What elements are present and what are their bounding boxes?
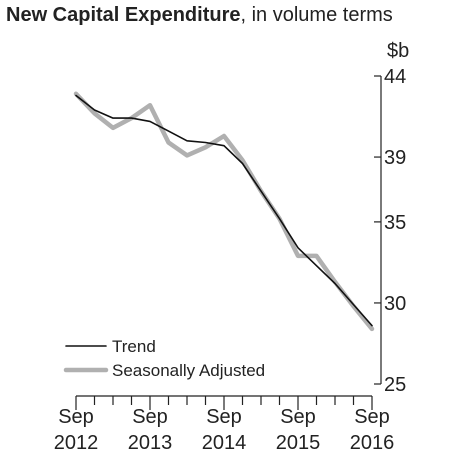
series-lines bbox=[73, 91, 375, 332]
x-tick-label-year: 2013 bbox=[128, 432, 173, 454]
chart-title: New Capital Expenditure, in volume terms bbox=[6, 4, 393, 27]
x-tick-label-month: Sep bbox=[206, 406, 242, 428]
x-tick-label-month: Sep bbox=[354, 406, 390, 428]
legend: Trend Seasonally Adjusted bbox=[63, 337, 265, 380]
y-tick-label: 25 bbox=[384, 374, 406, 396]
x-tick-label-month: Sep bbox=[58, 406, 94, 428]
y-tick-label: 39 bbox=[384, 147, 406, 169]
chart-title-bold: New Capital Expenditure bbox=[6, 4, 241, 26]
x-tick-label-month: Sep bbox=[280, 406, 316, 428]
axes: 25 30 35 39 44 $b Sep 2012 Sep 2013 Sep 2014 Sep 2015… bbox=[54, 40, 410, 454]
legend-trend-label: Trend bbox=[112, 337, 156, 356]
x-tick-label-year: 2016 bbox=[350, 432, 395, 454]
y-axis-unit-label: $b bbox=[387, 40, 409, 62]
x-tick-label-year: 2012 bbox=[54, 432, 99, 454]
y-tick-label: 35 bbox=[384, 212, 406, 234]
trend-line bbox=[75, 94, 373, 327]
chart-title-rest: , in volume terms bbox=[240, 4, 393, 26]
y-tick-label: 30 bbox=[384, 293, 406, 315]
x-tick-label-year: 2015 bbox=[276, 432, 321, 454]
x-tick-label-year: 2014 bbox=[202, 432, 247, 454]
seasonally-adjusted-line bbox=[73, 91, 375, 332]
legend-seasonally-adjusted-label: Seasonally Adjusted bbox=[112, 361, 265, 380]
x-tick-label-month: Sep bbox=[132, 406, 168, 428]
y-tick-label: 44 bbox=[384, 66, 406, 88]
